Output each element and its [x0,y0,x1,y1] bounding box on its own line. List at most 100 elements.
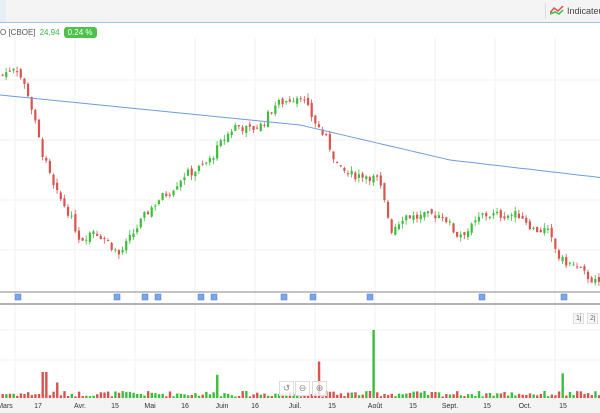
range-1j-button[interactable]: 1j [573,313,585,324]
volume-bar [401,394,404,400]
candle [92,231,95,235]
volume-bar [154,393,157,400]
candle [354,172,357,180]
candle [590,277,593,283]
volume-bar [194,393,197,400]
candle [488,216,491,219]
volume-bar [576,391,579,400]
x-axis-label: 15 [559,403,567,410]
volume-bar [63,391,66,400]
reset-zoom-button[interactable]: ↺ [279,381,294,396]
volume-bar [186,395,190,400]
volume-bar [539,393,543,400]
volume-bar [350,392,353,400]
candle [245,125,248,133]
x-axis-label: 15 [483,403,491,410]
candle [376,175,379,177]
change-badge: 0.24 % [63,27,97,38]
volume-bar [19,393,23,400]
range-2j-button[interactable]: 2j [587,313,599,324]
candle [77,230,81,240]
candle [368,177,371,182]
candle [539,229,542,232]
volume-bar [448,394,452,400]
candle [237,125,241,127]
volume-bar [310,394,313,400]
volume-bar [146,391,150,400]
candle [405,215,408,221]
candle [303,99,306,101]
candle [332,151,335,160]
candle [117,249,121,255]
volume-bar [561,373,564,400]
candle [139,218,142,228]
candle [121,249,124,253]
volume-bar [397,393,401,400]
volume-bar [12,393,15,400]
volume-bar [492,395,495,400]
candle [219,140,222,147]
volume-bar [241,391,244,400]
candle [212,158,215,160]
candle [52,174,55,185]
x-axis-label: Juil. [288,403,302,410]
volume-bar [117,392,121,400]
candle [452,223,455,233]
volume-bar [332,391,335,400]
candle [401,220,404,224]
volume-bar [85,395,88,400]
candle [41,139,44,158]
candle [48,160,51,173]
candle [81,238,84,241]
candle [481,213,484,215]
candle [146,211,150,215]
volume-bar [52,391,55,400]
candle [517,213,521,219]
candle [386,201,390,218]
candle [336,161,339,163]
volume-bar [306,394,310,400]
volume-bar [412,391,415,400]
volume-bar [536,395,539,400]
candle [1,74,4,76]
candle [274,105,277,114]
indicators-button[interactable]: Indicateurs [545,3,600,19]
volume-bar [554,395,557,400]
volume-bar [510,392,513,400]
volume-bar [452,394,455,400]
candle [448,221,451,223]
candle [216,145,219,159]
volume-bar [336,394,339,400]
candle [270,112,273,114]
x-axis-label: Oct. [518,403,532,410]
candle [285,100,288,103]
candle [136,228,139,233]
volume-bar [597,395,600,400]
volume-bar [23,394,26,400]
volume-bar [416,391,419,400]
candle [557,250,561,259]
volume-bar [459,395,463,400]
candle [485,213,488,217]
candle [201,163,204,165]
volume-bar [136,394,139,400]
candle [176,186,179,190]
volume-bar [288,392,292,400]
zoom-in-button[interactable]: ⊕ [312,381,327,396]
volume-bar [125,392,128,400]
zoom-out-button[interactable]: ⊖ [295,381,310,396]
candle [594,279,597,283]
volume-bar [103,392,106,400]
candle [492,213,495,216]
volume-bar [41,372,44,400]
candle [408,215,411,219]
candle [8,70,11,72]
volume-bar [266,395,270,400]
volume-bar [485,393,488,400]
volume-bar [354,392,357,400]
candle [416,214,419,219]
candle [114,249,117,251]
candle [496,211,499,214]
candle [110,242,113,250]
